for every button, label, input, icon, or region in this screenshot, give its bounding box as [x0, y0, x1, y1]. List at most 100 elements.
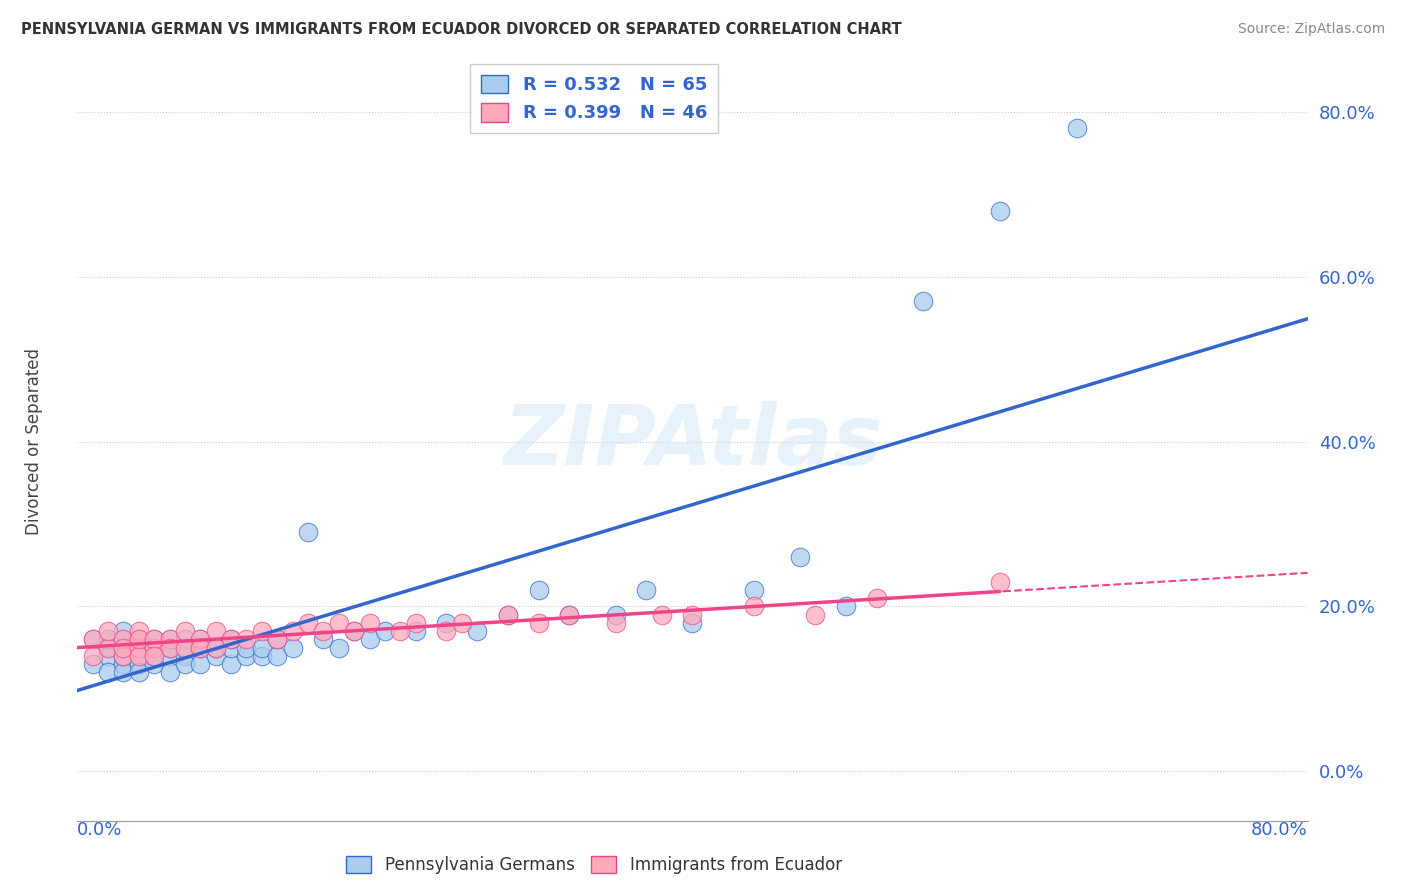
Point [82, 632, 104, 647]
Point [174, 640, 197, 655]
Point [174, 624, 197, 639]
Point [204, 624, 226, 639]
Point [312, 624, 335, 639]
Point [219, 657, 242, 671]
Point [143, 632, 166, 647]
Point [496, 607, 519, 622]
Point [188, 640, 212, 655]
Point [112, 648, 135, 663]
Point [112, 632, 135, 647]
Point [235, 632, 257, 647]
Point [128, 657, 150, 671]
Point [343, 624, 366, 639]
Point [188, 657, 212, 671]
Point [82, 657, 104, 671]
Point [742, 599, 765, 614]
Text: 80.0%: 80.0% [1251, 821, 1308, 838]
Point [143, 640, 166, 655]
Point [97, 665, 120, 680]
Text: PENNSYLVANIA GERMAN VS IMMIGRANTS FROM ECUADOR DIVORCED OR SEPARATED CORRELATION: PENNSYLVANIA GERMAN VS IMMIGRANTS FROM E… [21, 22, 901, 37]
Point [297, 525, 319, 540]
Point [143, 632, 166, 647]
Point [97, 640, 120, 655]
Point [159, 648, 181, 663]
Point [527, 582, 550, 597]
Point [204, 640, 226, 655]
Point [112, 665, 135, 680]
Point [128, 632, 150, 647]
Point [789, 549, 811, 564]
Point [988, 203, 1011, 218]
Point [436, 615, 458, 630]
Point [128, 665, 150, 680]
Text: Source: ZipAtlas.com: Source: ZipAtlas.com [1237, 22, 1385, 37]
Point [112, 640, 135, 655]
Point [912, 294, 935, 309]
Point [159, 640, 181, 655]
Point [174, 632, 197, 647]
Point [866, 591, 889, 606]
Point [188, 640, 212, 655]
Point [266, 632, 288, 647]
Point [374, 624, 396, 639]
Point [219, 632, 242, 647]
Point [1066, 121, 1088, 136]
Point [328, 615, 350, 630]
Point [389, 624, 412, 639]
Point [112, 648, 135, 663]
Point [204, 648, 226, 663]
Point [143, 657, 166, 671]
Point [558, 607, 581, 622]
Point [359, 615, 381, 630]
Point [143, 648, 166, 663]
Point [159, 632, 181, 647]
Point [159, 640, 181, 655]
Point [174, 640, 197, 655]
Point [605, 607, 627, 622]
Point [450, 615, 472, 630]
Point [82, 632, 104, 647]
Point [804, 607, 827, 622]
Point [174, 648, 197, 663]
Point [405, 624, 427, 639]
Point [328, 640, 350, 655]
Point [112, 632, 135, 647]
Point [82, 648, 104, 663]
Point [97, 632, 120, 647]
Point [465, 624, 488, 639]
Point [266, 632, 288, 647]
Point [235, 640, 257, 655]
Point [266, 648, 288, 663]
Point [636, 582, 658, 597]
Point [128, 640, 150, 655]
Point [143, 640, 166, 655]
Point [112, 624, 135, 639]
Point [159, 665, 181, 680]
Point [219, 640, 242, 655]
Point [97, 624, 120, 639]
Point [297, 615, 319, 630]
Point [204, 640, 226, 655]
Point [143, 648, 166, 663]
Point [235, 648, 257, 663]
Point [496, 607, 519, 622]
Point [128, 624, 150, 639]
Point [312, 632, 335, 647]
Point [605, 615, 627, 630]
Point [128, 648, 150, 663]
Point [343, 624, 366, 639]
Legend: Pennsylvania Germans, Immigrants from Ecuador: Pennsylvania Germans, Immigrants from Ec… [340, 849, 848, 880]
Point [174, 657, 197, 671]
Point [651, 607, 673, 622]
Point [112, 640, 135, 655]
Point [97, 640, 120, 655]
Point [219, 632, 242, 647]
Point [250, 640, 273, 655]
Point [405, 615, 427, 630]
Point [527, 615, 550, 630]
Text: 0.0%: 0.0% [77, 821, 122, 838]
Point [281, 640, 304, 655]
Point [835, 599, 858, 614]
Point [188, 632, 212, 647]
Point [112, 657, 135, 671]
